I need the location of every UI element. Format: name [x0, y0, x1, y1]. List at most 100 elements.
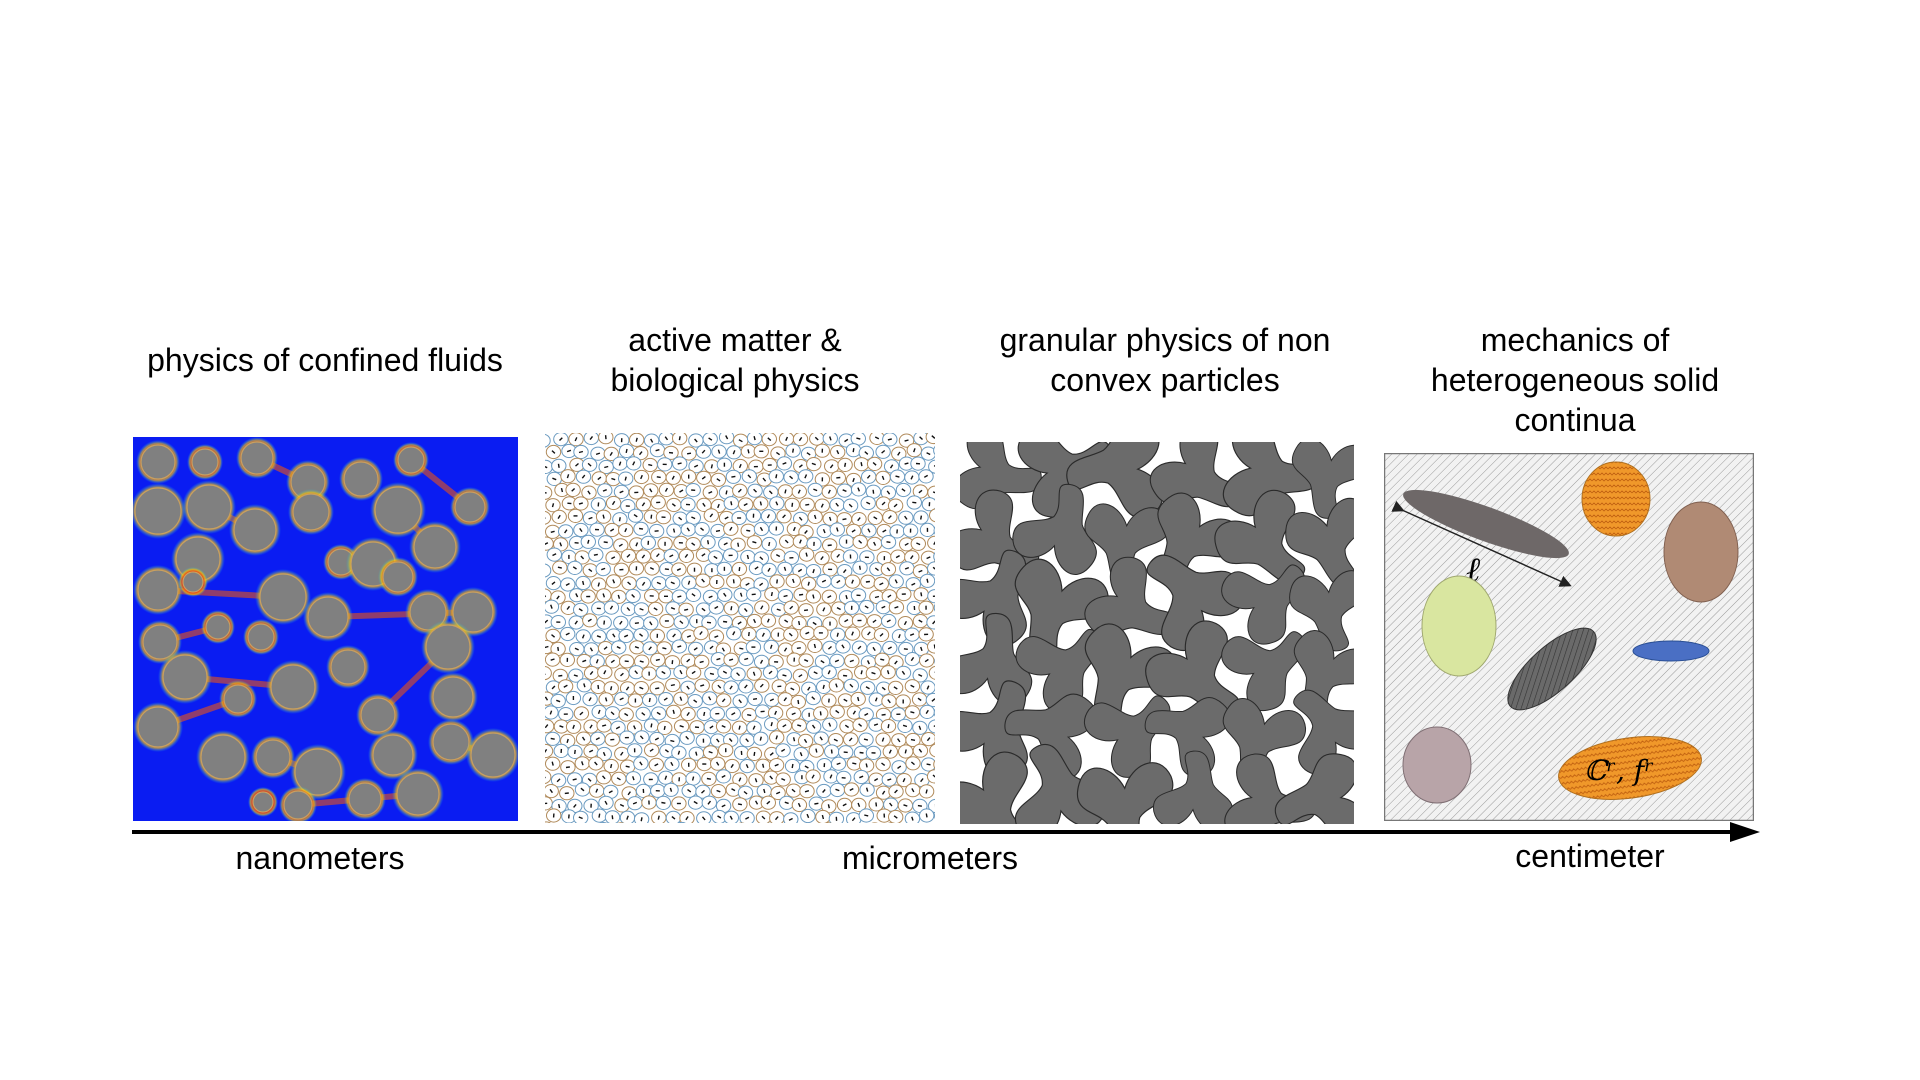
- cell-polarity: [872, 619, 877, 623]
- cell-polarity: [792, 448, 795, 453]
- cell-polarity: [551, 685, 556, 690]
- cell-polarity: [703, 711, 706, 717]
- title-line: biological physics: [610, 362, 860, 398]
- cell-polarity: [672, 709, 675, 714]
- cell-polarity: [545, 749, 548, 754]
- cell-polarity: [827, 645, 832, 650]
- cell-polarity: [902, 778, 906, 783]
- cell-polarity: [887, 699, 891, 704]
- cell-polarity: [784, 619, 789, 623]
- cell-polarity: [851, 631, 854, 636]
- cell-polarity: [897, 738, 901, 743]
- inclusion-mauve: [1402, 726, 1472, 804]
- cell-polarity: [676, 568, 681, 571]
- cell-polarity: [618, 517, 621, 522]
- cell-polarity: [852, 448, 855, 453]
- fluid-particle: [137, 706, 179, 748]
- fluid-particle: [182, 571, 204, 593]
- cell-polarity: [776, 791, 781, 795]
- cell-polarity: [812, 568, 815, 574]
- cell-polarity: [828, 698, 830, 703]
- cell-polarity: [730, 606, 733, 611]
- cell-polarity: [581, 761, 584, 766]
- cell: [921, 497, 935, 512]
- cell-polarity: [579, 711, 584, 716]
- cell-polarity: [805, 631, 810, 635]
- cell-polarity: [804, 474, 808, 479]
- cell-polarity: [545, 619, 549, 624]
- cell-polarity: [589, 670, 594, 676]
- cell-polarity: [550, 530, 555, 533]
- cell-polarity: [639, 660, 644, 663]
- cell-polarity: [888, 749, 892, 754]
- cell-polarity: [865, 763, 868, 768]
- cell-polarity: [822, 789, 826, 793]
- fluid-particle: [397, 446, 425, 474]
- fluid-particle: [252, 791, 274, 813]
- cell-polarity: [602, 514, 605, 519]
- cell-polarity: [807, 581, 810, 586]
- cell-polarity: [729, 815, 733, 820]
- cell-polarity: [581, 634, 585, 639]
- cell-polarity: [549, 788, 553, 794]
- cell-polarity: [798, 593, 804, 596]
- cell-polarity: [874, 777, 879, 782]
- cell-polarity: [918, 673, 923, 677]
- cell-polarity: [782, 462, 787, 465]
- cell-polarity: [701, 476, 706, 480]
- cell-polarity: [792, 737, 796, 742]
- cell-polarity: [822, 528, 826, 534]
- cell-polarity: [603, 646, 608, 650]
- title-line: heterogeneous solid: [1430, 362, 1720, 398]
- cell-polarity: [709, 513, 714, 518]
- fluid-particle: [425, 624, 471, 670]
- inclusion-green: [1421, 575, 1497, 677]
- cell-polarity: [609, 451, 613, 456]
- cell-polarity: [918, 748, 923, 753]
- cell-polarity: [572, 566, 577, 570]
- cell-polarity: [545, 595, 547, 598]
- title-active-matter: active matter & biological physics: [550, 320, 920, 400]
- cell-polarity: [559, 725, 564, 728]
- cell-polarity: [679, 489, 684, 493]
- cell-polarity: [602, 593, 606, 598]
- cell-polarity: [849, 659, 854, 663]
- cell-polarity: [589, 647, 594, 652]
- cell: [929, 508, 935, 523]
- panel-solid: ℓ ℂʳ, fʳ: [1384, 453, 1754, 821]
- cell-polarity: [723, 620, 728, 623]
- cell-polarity: [864, 814, 869, 817]
- cell-polarity: [835, 709, 840, 714]
- cell-polarity: [879, 632, 884, 637]
- cell-polarity: [752, 725, 756, 730]
- cell-polarity: [572, 724, 575, 729]
- cell-polarity: [804, 790, 810, 793]
- cell-polarity: [776, 579, 778, 584]
- cell-polarity: [641, 502, 646, 507]
- cell-polarity: [759, 736, 762, 741]
- cell-polarity: [812, 594, 815, 599]
- cell-polarity: [574, 749, 576, 754]
- cell-polarity: [852, 762, 857, 765]
- cell-polarity: [626, 607, 631, 612]
- cell-polarity: [627, 581, 632, 586]
- cell-polarity: [834, 659, 840, 663]
- title-line: convex particles: [1050, 362, 1280, 398]
- cell-polarity: [790, 687, 795, 691]
- cell-polarity: [678, 436, 681, 441]
- cell-polarity: [597, 476, 602, 481]
- cell-polarity: [867, 631, 871, 636]
- cell: [926, 615, 935, 630]
- cell-polarity: [926, 556, 931, 560]
- cell-polarity: [611, 500, 616, 506]
- fluid-particle: [259, 573, 307, 621]
- cell-polarity: [820, 660, 825, 664]
- fluid-particle: [432, 676, 474, 718]
- cell: [545, 563, 552, 578]
- cell-polarity: [700, 527, 705, 531]
- cell-polarity: [783, 697, 788, 702]
- cell-polarity: [925, 813, 928, 818]
- cell-polarity: [559, 542, 563, 547]
- cell-polarity: [835, 683, 838, 688]
- cell-polarity: [754, 800, 759, 805]
